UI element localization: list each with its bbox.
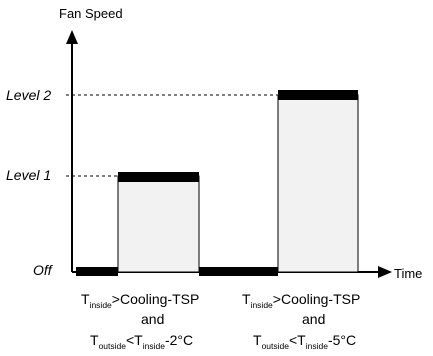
level-1-bar [117, 175, 200, 273]
off-segment-1 [76, 267, 118, 276]
right-condition-line-1: Tinside>Cooling-TSP [242, 291, 360, 310]
right-condition: Tinside>Cooling-TSP and Toutside<Tinside… [242, 291, 360, 351]
level-1-label: Level 1 [6, 167, 51, 183]
y-axis-arrowhead [66, 30, 78, 44]
x-axis-title: Time [394, 266, 422, 281]
right-condition-line-3: Toutside<Tinside-5°C [253, 332, 356, 351]
level-1-bar-cap [118, 172, 199, 182]
off-label: Off [33, 262, 54, 278]
left-condition-line-1: Tinside>Cooling-TSP [81, 291, 199, 310]
left-condition-line-3: Toutside<Tinside-2°C [90, 332, 193, 351]
x-axis-arrowhead [378, 266, 392, 278]
off-segment-2 [199, 267, 278, 276]
left-condition: Tinside>Cooling-TSP and Toutside<Tinside… [81, 291, 199, 351]
y-axis-title: Fan Speed [59, 6, 123, 21]
level-2-bar [277, 94, 359, 273]
level-2-bar-cap [278, 90, 358, 100]
level-2-label: Level 2 [6, 87, 51, 103]
left-condition-line-2: and [141, 311, 164, 327]
right-condition-line-2: and [302, 311, 325, 327]
